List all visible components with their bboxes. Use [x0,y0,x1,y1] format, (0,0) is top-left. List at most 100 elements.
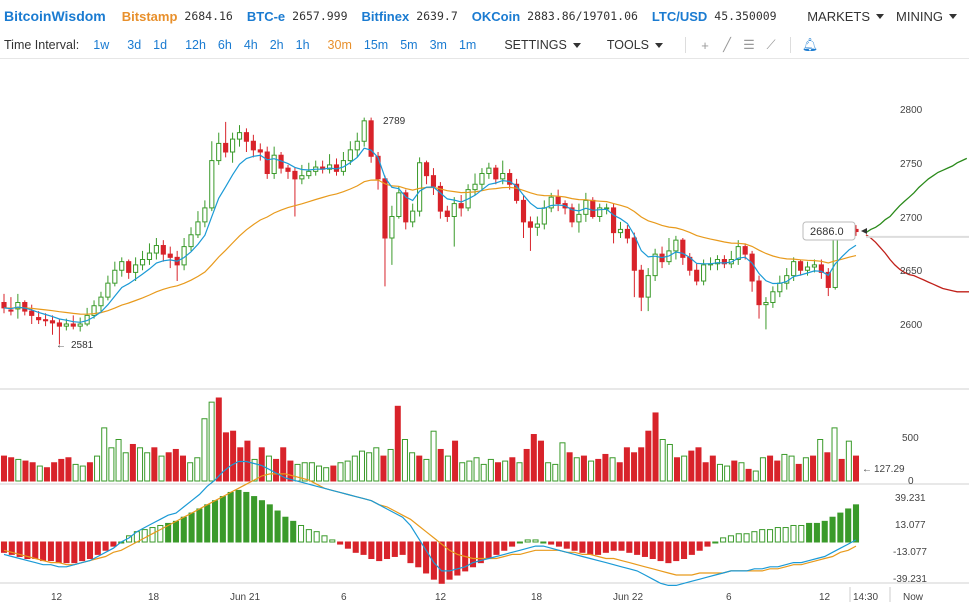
price-chart[interactable]: 2800 2750 2700 2650 2600 2789 ← 2581 268… [0,58,969,602]
ticker-name[interactable]: BTC-e [246,8,286,24]
volume-bar-up [251,458,258,482]
ticker-bitstamp[interactable]: Bitstamp 2684.16 [122,9,233,24]
interval-6h[interactable]: 6h [217,38,232,52]
volume-bar-up [187,462,194,482]
interval-4h[interactable]: 4h [243,38,258,52]
bell-icon[interactable]: 🔔︎ [801,37,819,52]
mining-menu[interactable]: MINING [896,9,957,24]
fan-tool-icon[interactable]: ⟋ [766,37,776,52]
candle-up [417,162,423,212]
tools-menu[interactable]: TOOLS [607,38,663,52]
markets-menu[interactable]: MARKETS [807,9,885,24]
candle-down [631,237,637,271]
macd-histogram-bar [430,541,437,580]
time-tick: 6 [341,592,347,602]
volume-bar-down [151,447,158,482]
candle-up [472,183,478,191]
interval-1w[interactable]: 1w [93,38,110,52]
ticker-value: 2883.86/19701.06 [527,9,638,23]
volume-bar-up [201,418,208,482]
volume-bar-down [280,447,287,482]
volume-bar-up [831,427,838,482]
candle-up [202,207,208,223]
brand-logo[interactable]: BitcoinWisdom [4,8,106,24]
volume-bar-down [852,455,860,482]
volume-bar-up [759,457,766,482]
interval-2h[interactable]: 2h [269,38,284,52]
macd-histogram-bar [641,541,648,557]
candle-down [257,149,263,153]
macd-histogram-bar [110,541,117,547]
volume-bar-up [36,465,43,482]
candle-down [818,264,824,273]
volume-bar-up [473,457,480,482]
candle-up [770,291,776,303]
price-axis: 2800 2750 2700 2650 2600 [900,105,923,331]
volume-bar-up [401,439,408,482]
macd-histogram-bar [626,541,633,553]
volume-bar-down [165,452,172,482]
candle-up [389,216,395,239]
candle-down [22,302,28,312]
interval-30m[interactable]: 30m [327,38,352,52]
macd-histogram-bar [579,541,586,553]
time-tick: 18 [148,592,160,602]
ticker-value: 2684.16 [184,9,233,23]
candle-down [569,207,575,223]
macd-histogram-bar [344,541,351,549]
candle-down [756,280,762,306]
interval-1h[interactable]: 1h [295,38,310,52]
interval-15m[interactable]: 15m [363,38,389,52]
settings-menu[interactable]: SETTINGS [504,38,581,52]
macd-histogram-bar [712,541,719,544]
candle-up [361,120,367,142]
time-axis: 12 18 Jun 21 6 12 18 Jun 22 6 12 14:30 N… [51,587,924,602]
time-tick: 6 [726,592,732,602]
ticker-name[interactable]: OKCoin [471,8,521,24]
candle-up [119,261,125,271]
macd-histogram-bar [657,541,664,562]
volume-bar-up [802,457,809,482]
divider [790,37,791,53]
interval-1m[interactable]: 1m [458,38,477,52]
interval-3m[interactable]: 3m [429,38,447,52]
top-bar: BitcoinWisdom Bitstamp 2684.16 BTC-e 2657.… [0,0,969,32]
candle-up [146,252,153,261]
volume-bar-up [158,455,165,482]
volume-bar-up [502,460,509,482]
macd-signal-line [3,473,857,576]
ticker-ltcusd[interactable]: LTC/USD 45.350009 [652,9,777,24]
volume-bar-up [738,462,745,482]
volume-bar-down [129,443,136,482]
ticker-name[interactable]: LTC/USD [651,8,708,24]
macd-histogram-bar [165,522,172,543]
volume-bar-up [817,439,824,482]
interval-5m[interactable]: 5m [400,38,418,52]
interval-12h[interactable]: 12h [185,38,206,52]
ticker-name[interactable]: Bitfinex [361,8,410,24]
interval-1d[interactable]: 1d [153,38,168,52]
ticker-name[interactable]: Bitstamp [121,8,178,24]
candle-up [306,170,312,177]
volume-bar-up [573,457,580,482]
horizontal-lines-icon[interactable]: ☰ [743,37,755,52]
volume-bar-down [795,463,802,482]
volume-bar-down [566,452,573,482]
crosshair-icon[interactable]: + [701,37,709,53]
candle-down [1,302,7,309]
volume-bar-down [731,460,738,482]
volume-bar-up [716,463,723,482]
volume-bar-down [330,465,337,482]
price-tick: 2800 [900,105,923,116]
interval-3d[interactable]: 3d [127,38,142,52]
macd-histogram-bar [634,541,641,555]
macd-histogram-bar [751,531,758,543]
ticker-btce[interactable]: BTC-e 2657.999 [247,9,348,24]
ticker-okcoin[interactable]: OKCoin 2883.86/19701.06 [472,9,638,24]
ticker-value: 45.350009 [714,9,777,23]
volume-bar-down [437,448,444,482]
ticker-bitfinex[interactable]: Bitfinex 2639.7 [362,9,458,24]
line-tool-icon[interactable]: ╱ [723,37,731,52]
macd-histogram-bar [516,541,523,544]
macd-histogram-bar [485,541,492,560]
